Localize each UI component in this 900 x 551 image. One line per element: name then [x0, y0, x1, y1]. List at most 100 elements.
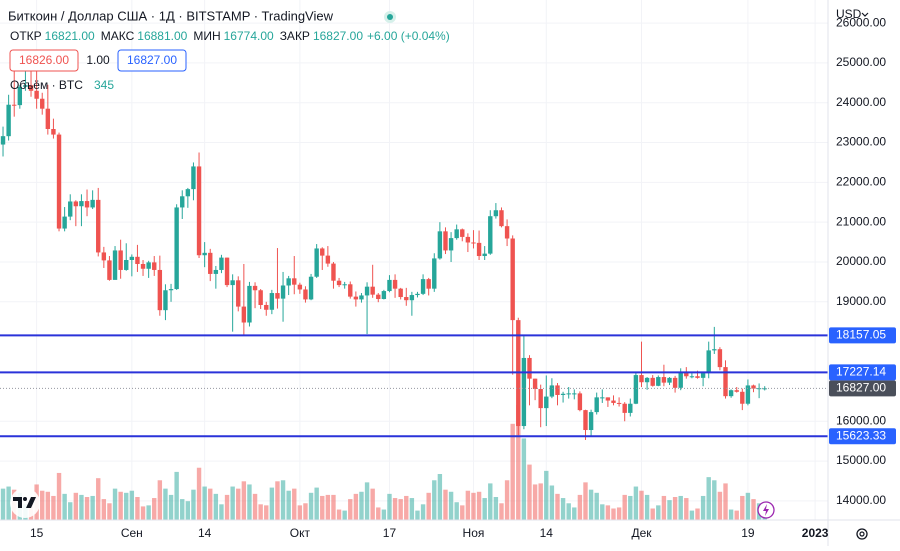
candle-body	[140, 263, 146, 269]
candle-body	[499, 210, 504, 227]
currency[interactable]: USD	[836, 7, 862, 21]
candle-body	[118, 250, 123, 270]
ohlc-label: ОТКР	[10, 29, 42, 43]
candle-body	[706, 350, 711, 374]
x-tick-label: Окт	[290, 526, 311, 540]
candle-body	[331, 263, 336, 281]
volume-bar	[118, 491, 123, 520]
volume-bar	[163, 488, 168, 520]
volume-bar	[684, 498, 689, 520]
volume-bar	[476, 491, 482, 520]
candle-body	[409, 295, 415, 301]
volume-bar	[717, 491, 723, 520]
candle-body	[628, 403, 633, 413]
volume-bar	[605, 505, 611, 520]
candle-body	[12, 104, 17, 106]
volume-bar	[107, 503, 112, 520]
volume-bar	[700, 495, 706, 520]
volume-bar	[650, 508, 655, 520]
volume-bar	[84, 497, 90, 520]
volume-bar	[628, 495, 633, 520]
candle-body	[34, 90, 39, 99]
y-tick-label: 26000.00	[836, 15, 886, 29]
candle-body	[252, 285, 258, 291]
alert-icon[interactable]	[757, 501, 775, 519]
volume-bar	[247, 484, 252, 520]
volume-bar	[712, 480, 717, 520]
volume-bar	[538, 483, 543, 520]
candle-body	[308, 276, 314, 300]
candle-body	[566, 393, 571, 395]
settings-icon[interactable]	[856, 528, 868, 540]
y-tick-label: 21000.00	[836, 214, 886, 228]
volume-bar	[202, 486, 207, 520]
volume-bar	[504, 480, 510, 520]
candle-body	[454, 229, 459, 239]
volume-bar	[751, 499, 756, 520]
volume-bar	[40, 490, 45, 520]
volume-bar	[51, 495, 56, 520]
candle-body	[751, 385, 756, 389]
volume-bar	[191, 489, 196, 520]
volume-bar	[510, 423, 515, 520]
candle-body	[129, 256, 135, 260]
status-dot	[387, 14, 393, 20]
candle-body	[572, 393, 577, 395]
volume-bar	[62, 493, 67, 520]
candle-body	[275, 293, 280, 299]
volume-bar	[129, 490, 135, 520]
sell-price[interactable]: 16826.00	[19, 53, 69, 67]
volume-bar	[359, 491, 364, 520]
volume-bar	[572, 507, 577, 520]
volume-bar	[409, 498, 415, 520]
buy-price[interactable]: 16827.00	[127, 53, 177, 67]
volume-bar	[644, 494, 650, 520]
volume-bar	[90, 495, 95, 520]
volume-bar	[516, 405, 521, 520]
volume-bar	[661, 495, 667, 520]
level-box	[829, 364, 896, 381]
y-tick-label: 19000.00	[836, 294, 886, 308]
volume-bar	[140, 506, 146, 520]
ohlc-change: +6.00 (+0.04%)	[367, 29, 450, 43]
candle-body	[594, 397, 599, 413]
volume-bar	[219, 504, 224, 520]
volume-bar	[588, 489, 594, 520]
y-tick-label: 15000.00	[836, 453, 886, 467]
volume-last: 345	[94, 78, 114, 92]
volume-bar	[426, 492, 431, 520]
candle-body	[404, 297, 409, 301]
candle-body	[180, 196, 185, 208]
buy-button[interactable]	[117, 49, 187, 72]
candle-body	[448, 238, 454, 251]
volume-bar	[308, 492, 314, 520]
candle-body	[678, 372, 683, 388]
last-price-label: 16827.00	[836, 380, 886, 394]
volume-bar	[560, 498, 566, 520]
volume-bar	[252, 493, 258, 520]
candle-body	[611, 400, 616, 403]
candle-body	[146, 262, 151, 269]
sell-button[interactable]	[9, 49, 79, 72]
candle-body	[762, 388, 767, 390]
candle-body	[247, 285, 252, 323]
volume-bar	[527, 464, 532, 520]
candle-body	[152, 262, 157, 270]
candle-body	[600, 397, 605, 399]
candle-body	[471, 242, 476, 244]
volume-bar	[728, 509, 734, 520]
volume-bar	[443, 489, 448, 520]
volume-bar	[342, 510, 347, 520]
currency-caret[interactable]	[861, 12, 869, 17]
volume-bar	[230, 486, 235, 520]
volume-bar	[471, 492, 476, 520]
volume-bar	[146, 505, 151, 520]
candle-body	[6, 104, 11, 137]
y-tick-label: 23000.00	[836, 135, 886, 149]
candle-body	[320, 248, 325, 256]
candle-body	[734, 390, 739, 392]
volume-bar	[437, 474, 443, 520]
candle-body	[723, 367, 728, 397]
